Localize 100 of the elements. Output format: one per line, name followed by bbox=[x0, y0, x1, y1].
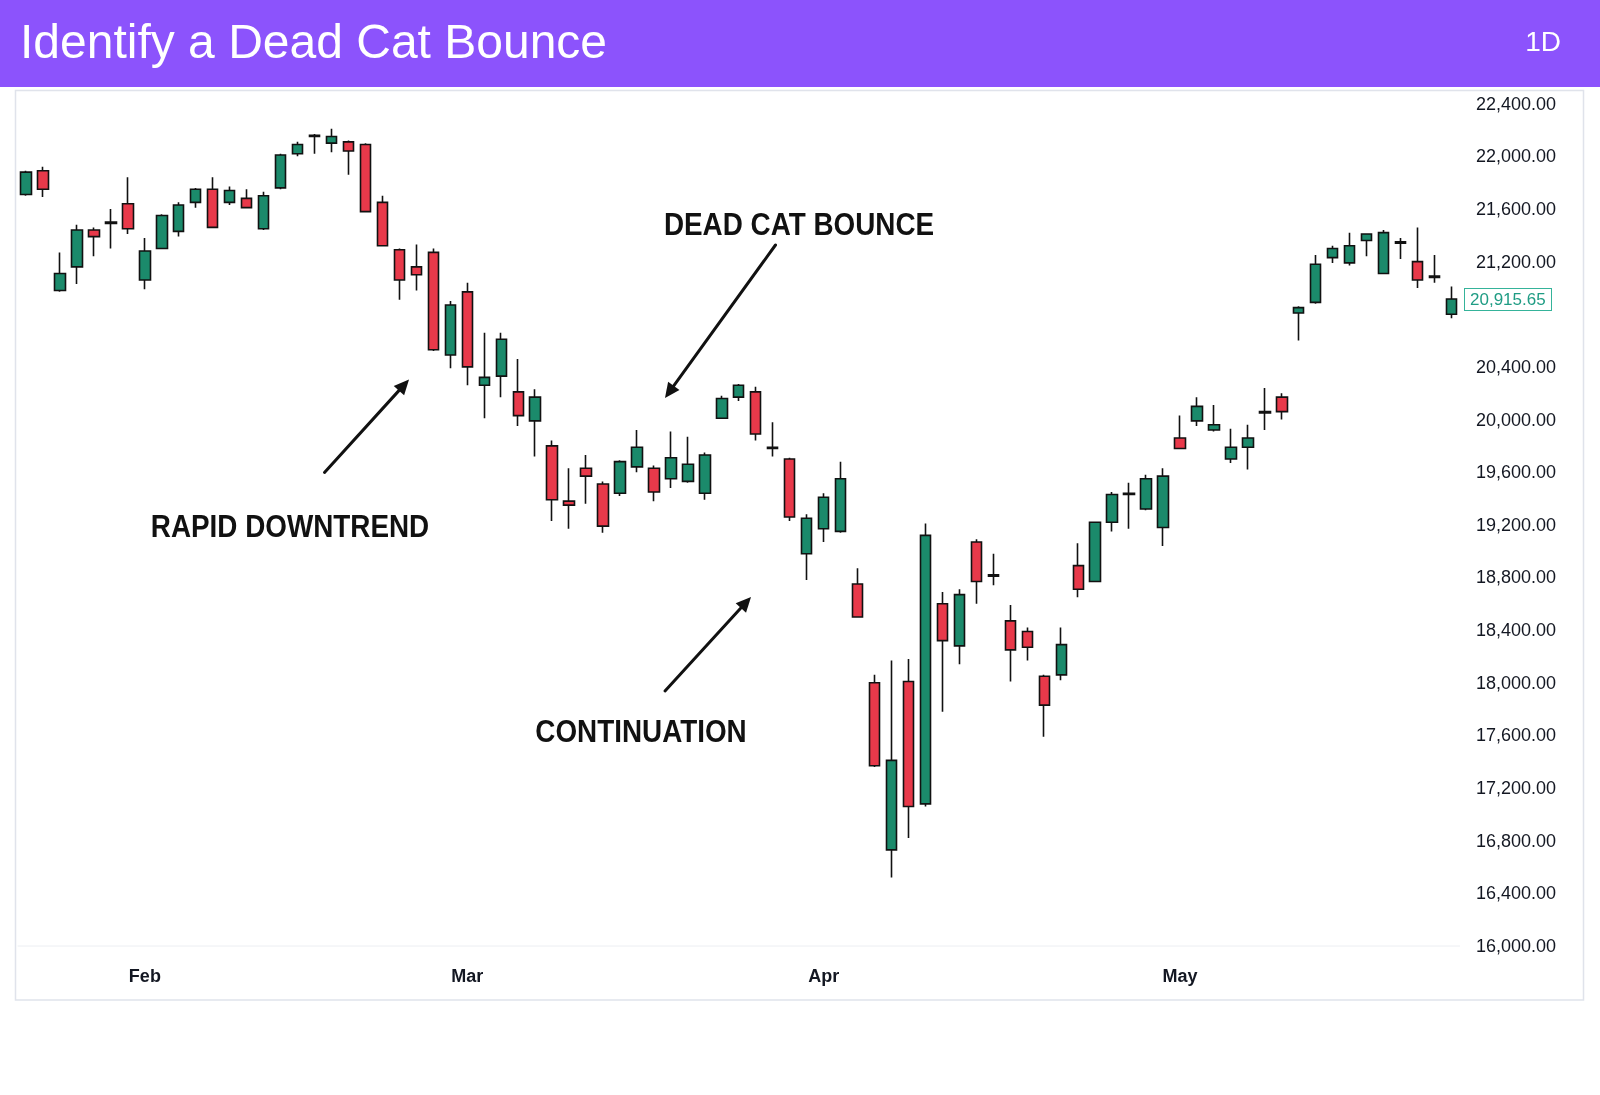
x-tick-label: Feb bbox=[128, 966, 161, 986]
candlestick bbox=[1038, 674, 1051, 738]
candlestick bbox=[1004, 604, 1017, 683]
text: 20,915.65 bbox=[1464, 288, 1552, 311]
candlestick bbox=[766, 421, 779, 458]
candlestick bbox=[121, 176, 135, 235]
y-tick-label: 18,800.00 bbox=[1476, 567, 1557, 588]
y-tick-label: 17,200.00 bbox=[1476, 778, 1557, 799]
candlestick bbox=[87, 226, 101, 258]
candlestick bbox=[698, 451, 712, 501]
candlestick bbox=[1394, 237, 1407, 260]
candlestick bbox=[749, 385, 762, 442]
annotation: RAPID DOWNTREND bbox=[150, 507, 430, 544]
candlestick bbox=[308, 133, 321, 155]
candlestick bbox=[512, 358, 525, 427]
candlestick bbox=[138, 237, 152, 291]
candlestick bbox=[1105, 491, 1119, 533]
candlestick bbox=[953, 588, 966, 666]
candlestick bbox=[1428, 254, 1441, 284]
y-tick-label: 19,600.00 bbox=[1476, 462, 1557, 483]
y-tick-label: 20,400.00 bbox=[1476, 356, 1557, 377]
candlestick bbox=[715, 395, 729, 420]
candlestick bbox=[461, 281, 474, 387]
candlestick bbox=[155, 213, 169, 250]
candlestick bbox=[800, 513, 813, 581]
candlestick bbox=[206, 176, 219, 229]
candlestick bbox=[681, 435, 695, 484]
candlestick bbox=[274, 152, 287, 191]
candlestick bbox=[1292, 305, 1305, 342]
candlestick bbox=[53, 251, 67, 293]
y-tick-label: 16,400.00 bbox=[1476, 883, 1557, 904]
candlestick bbox=[902, 658, 915, 839]
candlestick bbox=[528, 388, 542, 458]
candlestick bbox=[1055, 626, 1068, 681]
candlestick bbox=[919, 522, 932, 808]
candlestick bbox=[1021, 626, 1034, 662]
candlestick bbox=[817, 492, 830, 543]
candlestick bbox=[495, 331, 508, 398]
candlestick bbox=[189, 187, 202, 209]
candlestick bbox=[732, 383, 745, 402]
candlestick bbox=[1309, 254, 1322, 305]
candlestick bbox=[325, 127, 338, 154]
candlestick bbox=[1275, 392, 1289, 421]
candlestick bbox=[342, 139, 355, 176]
candlestick bbox=[1207, 404, 1221, 433]
candlestick bbox=[223, 185, 236, 206]
y-tick-label: 18,400.00 bbox=[1476, 620, 1557, 641]
y-tick-label: 21,600.00 bbox=[1476, 198, 1557, 219]
candlestick bbox=[1445, 285, 1458, 319]
candlestick bbox=[1122, 481, 1136, 530]
candlestick bbox=[1139, 474, 1153, 512]
candlestick bbox=[851, 567, 864, 618]
y-tick-label: 18,000.00 bbox=[1476, 672, 1557, 693]
candlestick bbox=[885, 659, 898, 879]
candlestick bbox=[1190, 396, 1204, 427]
candlestick bbox=[647, 464, 661, 502]
candlestick bbox=[376, 194, 389, 247]
candlestick bbox=[359, 142, 372, 213]
candlestick bbox=[1360, 233, 1373, 258]
y-tick-label: 20,000.00 bbox=[1476, 409, 1557, 430]
candlestick bbox=[545, 439, 559, 522]
annotation: DEAD CAT BOUNCE bbox=[663, 205, 935, 242]
candlestick bbox=[393, 247, 406, 301]
y-tick-label: 19,200.00 bbox=[1476, 514, 1557, 535]
candlestick bbox=[868, 674, 881, 768]
candlestick bbox=[987, 552, 1000, 587]
candlestick bbox=[936, 591, 949, 713]
candlestick bbox=[970, 538, 983, 605]
candlestick bbox=[834, 460, 847, 534]
candlestick bbox=[1343, 231, 1356, 267]
candlestick bbox=[1241, 424, 1255, 471]
y-tick-label: 16,800.00 bbox=[1476, 830, 1557, 851]
candlestick bbox=[257, 191, 270, 231]
x-tick-label: Apr bbox=[808, 966, 840, 986]
annotation: CONTINUATION bbox=[535, 712, 747, 749]
candlestick bbox=[427, 247, 440, 352]
candlestick bbox=[1377, 229, 1390, 275]
candlestick bbox=[1224, 427, 1238, 464]
candlestick bbox=[664, 430, 678, 489]
candlestick bbox=[1088, 521, 1102, 583]
y-tick-label: 22,000.00 bbox=[1476, 146, 1557, 167]
x-tick-label: Mar bbox=[451, 966, 484, 986]
y-tick-label: 16,000.00 bbox=[1476, 936, 1557, 956]
candlestick bbox=[70, 223, 84, 285]
candlestick bbox=[444, 300, 457, 370]
candlestick bbox=[1258, 387, 1272, 431]
candlestick bbox=[562, 467, 576, 530]
candlestick bbox=[410, 243, 423, 292]
candlestick bbox=[104, 208, 118, 250]
y-tick-label: 22,400.00 bbox=[1476, 93, 1557, 114]
candlestick bbox=[1326, 245, 1339, 264]
candlestick bbox=[19, 169, 33, 197]
candlestick bbox=[579, 454, 593, 505]
candlestick bbox=[1411, 226, 1424, 289]
candlestick bbox=[291, 141, 304, 158]
candlestick bbox=[36, 166, 50, 198]
candlestick bbox=[478, 331, 491, 420]
candlestick bbox=[596, 480, 610, 534]
candlestick bbox=[613, 459, 627, 497]
text: 1D bbox=[1525, 25, 1561, 57]
